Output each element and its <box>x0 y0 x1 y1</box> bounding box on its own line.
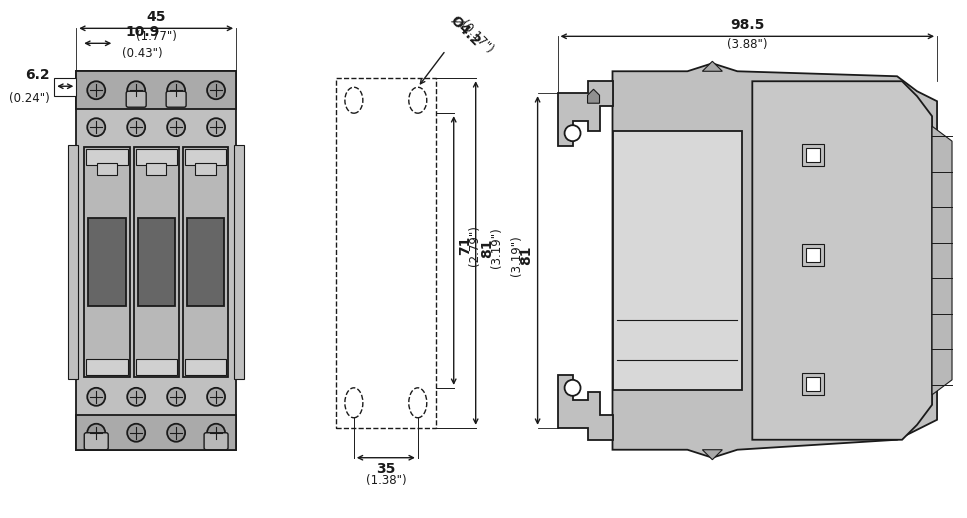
Text: (3.19"): (3.19") <box>489 227 503 268</box>
Bar <box>86 149 128 165</box>
Circle shape <box>207 388 225 406</box>
Circle shape <box>167 388 185 406</box>
Bar <box>806 377 820 391</box>
Circle shape <box>207 424 225 442</box>
Bar <box>234 145 244 379</box>
Bar <box>803 144 824 166</box>
Circle shape <box>207 81 225 99</box>
Polygon shape <box>558 81 612 146</box>
Text: 35: 35 <box>376 462 396 476</box>
Text: 45: 45 <box>146 10 166 24</box>
Bar <box>185 149 226 165</box>
Bar <box>76 71 236 450</box>
Bar <box>84 147 130 377</box>
Circle shape <box>565 380 580 396</box>
Bar <box>133 147 179 377</box>
Polygon shape <box>752 81 932 440</box>
Bar <box>336 78 436 428</box>
Bar <box>135 149 177 165</box>
Circle shape <box>207 118 225 136</box>
FancyBboxPatch shape <box>166 91 186 107</box>
Bar <box>612 131 743 390</box>
Bar <box>803 244 824 266</box>
Circle shape <box>87 81 105 99</box>
Circle shape <box>87 424 105 442</box>
Bar <box>76 71 236 109</box>
Bar <box>146 163 166 175</box>
FancyBboxPatch shape <box>204 433 228 450</box>
Text: (3.88"): (3.88") <box>727 38 768 51</box>
Circle shape <box>167 81 185 99</box>
Text: 71: 71 <box>457 236 472 255</box>
Bar <box>806 148 820 162</box>
Bar <box>54 78 76 96</box>
Text: 81: 81 <box>519 246 534 265</box>
Text: (1.38"): (1.38") <box>366 473 406 487</box>
Bar <box>183 147 228 377</box>
Polygon shape <box>588 89 600 103</box>
Text: 98.5: 98.5 <box>730 18 765 32</box>
Polygon shape <box>932 126 952 395</box>
Circle shape <box>167 118 185 136</box>
Bar <box>806 248 820 262</box>
Polygon shape <box>702 61 722 71</box>
Polygon shape <box>612 63 937 458</box>
Polygon shape <box>702 450 722 459</box>
Bar <box>86 359 128 375</box>
Text: (3.19"): (3.19") <box>510 235 522 276</box>
Text: Ø4.2: Ø4.2 <box>448 12 484 48</box>
Polygon shape <box>558 375 612 440</box>
Text: (0.24"): (0.24") <box>9 92 49 105</box>
Bar <box>97 163 117 175</box>
Bar <box>185 359 226 375</box>
FancyBboxPatch shape <box>84 433 108 450</box>
Circle shape <box>87 388 105 406</box>
Text: 10.9: 10.9 <box>125 25 160 39</box>
Bar <box>137 219 175 306</box>
Text: (0.17"): (0.17") <box>457 18 496 56</box>
Circle shape <box>167 424 185 442</box>
Circle shape <box>565 125 580 141</box>
Bar <box>803 373 824 395</box>
Bar <box>88 219 126 306</box>
Bar <box>187 219 224 306</box>
Bar <box>195 163 216 175</box>
Text: 81: 81 <box>480 238 494 258</box>
FancyBboxPatch shape <box>127 91 146 107</box>
Bar <box>69 145 78 379</box>
Text: (1.77"): (1.77") <box>135 31 177 44</box>
Circle shape <box>128 388 145 406</box>
Circle shape <box>128 81 145 99</box>
Circle shape <box>128 424 145 442</box>
Bar <box>135 359 177 375</box>
Text: (0.43"): (0.43") <box>122 47 162 60</box>
Text: (2.79"): (2.79") <box>468 225 481 266</box>
Circle shape <box>87 118 105 136</box>
Text: 6.2: 6.2 <box>25 68 49 82</box>
Bar <box>76 415 236 450</box>
Circle shape <box>128 118 145 136</box>
